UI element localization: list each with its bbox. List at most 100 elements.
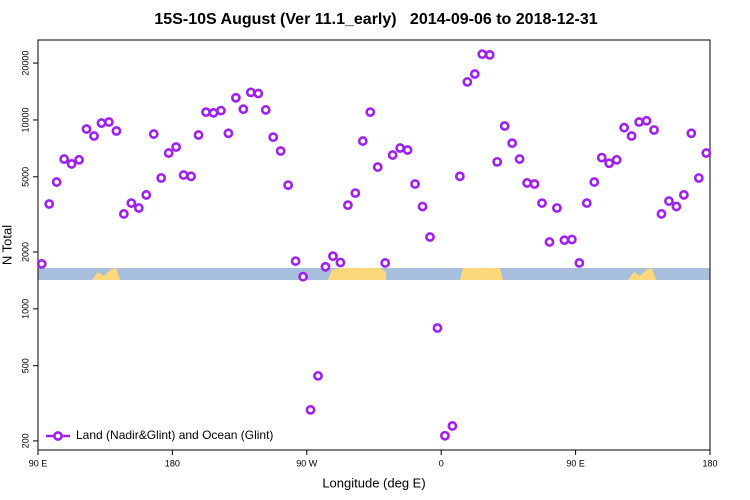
data-point: [589, 177, 600, 187]
data-point: [395, 143, 406, 153]
x-tick-label: 180: [165, 458, 180, 468]
data-point: [499, 121, 510, 131]
data-point: [260, 105, 271, 115]
data-point: [44, 199, 55, 209]
y-tick-label: 1000: [20, 299, 30, 319]
data-point: [104, 117, 114, 127]
data-point: [529, 179, 540, 189]
data-point: [335, 257, 346, 268]
data-point: [387, 150, 398, 160]
legend-label: Land (Nadir&Glint) and Ocean (Glint): [76, 428, 273, 442]
land-band: [460, 268, 503, 280]
data-point: [686, 128, 697, 139]
data-point: [81, 124, 92, 134]
data-point: [402, 145, 413, 155]
y-tick-label: 20000: [20, 51, 30, 76]
data-point: [193, 130, 204, 140]
data-point: [36, 258, 47, 269]
data-point: [664, 196, 674, 206]
data-point: [514, 154, 525, 164]
x-tick-label: 0: [439, 458, 444, 468]
data-point: [350, 188, 361, 199]
data-point: [641, 115, 652, 126]
data-point: [208, 107, 219, 118]
data-point: [447, 421, 458, 431]
data-point: [275, 146, 286, 156]
data-point: [522, 178, 532, 188]
data-point: [380, 258, 391, 268]
data-point: [268, 132, 279, 143]
x-axis-label: Longitude (deg E): [322, 475, 425, 490]
data-point: [649, 125, 659, 135]
data-point: [51, 177, 62, 187]
data-point: [148, 129, 159, 139]
data-point: [611, 154, 622, 165]
y-tick-label: 500: [20, 358, 30, 373]
legend-marker: [53, 431, 63, 441]
x-tick-label: 90 E: [566, 458, 585, 468]
data-point: [634, 117, 644, 127]
data-point: [574, 258, 585, 268]
data-point: [701, 148, 712, 158]
data-point: [671, 201, 682, 212]
chart-title: 15S-10S August (Ver 11.1_early) 2014-09-…: [154, 11, 597, 28]
data-point: [410, 179, 420, 189]
data-point: [432, 323, 443, 333]
data-point: [178, 170, 189, 180]
data-point: [469, 69, 480, 79]
data-point: [678, 190, 689, 200]
data-point: [290, 256, 301, 266]
data-point: [417, 201, 428, 212]
data-point: [118, 209, 129, 219]
data-point: [492, 156, 503, 167]
data-point: [462, 77, 473, 87]
data-point: [230, 92, 241, 103]
data-point: [66, 159, 77, 169]
data-point: [133, 203, 144, 213]
data-point: [238, 104, 249, 115]
data-point: [425, 232, 435, 242]
data-point: [313, 370, 323, 381]
data-point: [484, 49, 495, 60]
y-tick-label: 2000: [20, 242, 30, 262]
y-tick-label: 10000: [20, 107, 30, 132]
y-axis-label: N Total: [0, 225, 14, 265]
data-point: [626, 131, 637, 141]
data-point: [141, 190, 152, 200]
data-point: [216, 105, 226, 116]
data-point: [559, 235, 570, 246]
data-point: [604, 158, 615, 169]
data-point: [74, 154, 84, 165]
y-tick-label: 200: [20, 433, 30, 448]
data-point: [357, 136, 368, 146]
data-point: [477, 49, 488, 60]
data-point: [581, 198, 592, 208]
data-point: [59, 154, 70, 164]
data-point: [552, 203, 562, 213]
data-point: [171, 142, 182, 152]
data-point: [253, 88, 264, 99]
data-point: [96, 118, 107, 128]
data-point: [163, 148, 174, 158]
data-point: [89, 131, 99, 141]
data-point: [201, 107, 211, 118]
x-tick-label: 90 W: [296, 458, 318, 468]
data-point: [365, 107, 376, 118]
data-point: [596, 152, 607, 163]
x-tick-label: 90 E: [29, 458, 48, 468]
x-tick-label: 180: [702, 458, 717, 468]
data-point: [619, 122, 630, 133]
data-point: [111, 126, 122, 136]
data-point: [328, 251, 338, 262]
data-point: [372, 162, 383, 172]
data-point: [245, 87, 256, 98]
land-band: [92, 268, 120, 280]
data-point: [507, 138, 518, 149]
surface-band: [38, 268, 710, 280]
data-point: [126, 198, 137, 208]
data-point: [566, 234, 577, 245]
data-point: [440, 430, 450, 441]
data-point: [223, 128, 234, 139]
data-point: [342, 200, 353, 211]
